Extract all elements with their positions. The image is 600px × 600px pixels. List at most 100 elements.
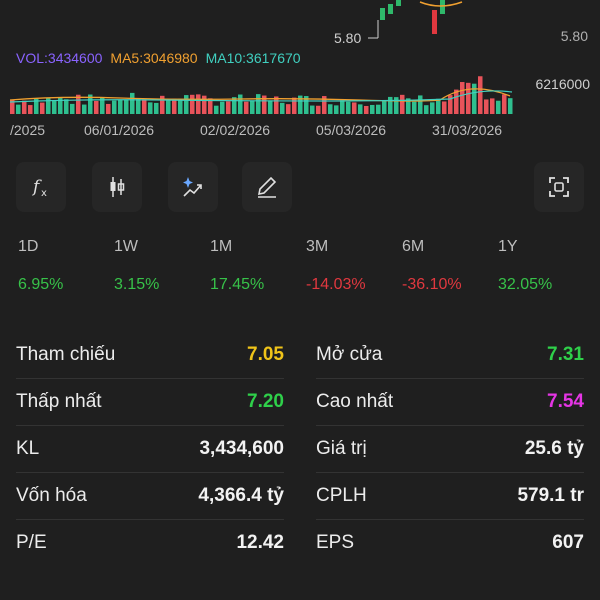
date-label: 06/01/2026 bbox=[84, 122, 155, 138]
stat-label: CPLH bbox=[316, 485, 367, 506]
price-axis-label: 5.80 bbox=[560, 28, 588, 44]
period-tab-1y[interactable]: 1Y bbox=[498, 238, 518, 255]
indicator-button[interactable]: f x bbox=[16, 162, 66, 212]
volume-bar bbox=[40, 102, 45, 114]
volume-bar bbox=[250, 100, 255, 114]
volume-bar bbox=[388, 96, 393, 114]
volume-bar bbox=[22, 100, 27, 114]
change-1d: 6.95% bbox=[18, 276, 64, 293]
volume-bar bbox=[280, 102, 285, 114]
volume-bar bbox=[316, 105, 321, 114]
stat-market-cap: Vốn hóa 4,366.4 tỷ bbox=[16, 473, 284, 520]
volume-bar bbox=[190, 94, 195, 114]
volume-bar bbox=[364, 105, 369, 114]
stat-label: Thấp nhất bbox=[16, 391, 102, 412]
volume-bar bbox=[100, 97, 105, 114]
volume-bar bbox=[400, 94, 405, 114]
volume-bar bbox=[196, 94, 201, 114]
price-candle bbox=[380, 8, 385, 20]
volume-bar bbox=[70, 103, 75, 114]
volume-bar bbox=[226, 101, 231, 114]
volume-bar bbox=[382, 101, 387, 114]
period-tab-3m[interactable]: 3M bbox=[306, 238, 329, 255]
period-tab-1m[interactable]: 1M bbox=[210, 238, 233, 255]
stat-label: EPS bbox=[316, 532, 355, 553]
volume-bar bbox=[94, 100, 99, 114]
stat-volume: KL 3,434,600 bbox=[16, 426, 284, 473]
chart-type-button[interactable] bbox=[92, 162, 142, 212]
period-tab-1w[interactable]: 1W bbox=[114, 238, 138, 255]
stat-low: Thấp nhất 7.20 bbox=[16, 379, 284, 426]
volume-bar bbox=[502, 94, 507, 114]
chart-canvas bbox=[9, 0, 513, 114]
ma5-indicator: MA5:3046980 bbox=[110, 50, 198, 66]
fullscreen-button[interactable] bbox=[534, 162, 584, 212]
volume-bar bbox=[154, 102, 159, 114]
volume-bar bbox=[346, 101, 351, 114]
date-label: 05/03/2026 bbox=[316, 122, 387, 138]
change-1m: 17.45% bbox=[210, 276, 265, 293]
volume-bar bbox=[478, 76, 483, 114]
stat-value: 12.42 bbox=[236, 532, 284, 553]
volume-bar bbox=[214, 105, 219, 114]
stat-value: 7.31 bbox=[547, 344, 584, 365]
volume-bar bbox=[418, 95, 423, 114]
volume-bar bbox=[220, 101, 225, 114]
stat-pe: P/E 12.42 bbox=[16, 520, 284, 566]
stat-label: P/E bbox=[16, 532, 47, 553]
stat-label: Vốn hóa bbox=[16, 485, 87, 506]
volume-bar bbox=[166, 100, 171, 114]
stat-high: Cao nhất 7.54 bbox=[316, 379, 584, 426]
function-icon: f x bbox=[31, 177, 47, 199]
volume-bar bbox=[16, 104, 21, 114]
indicator-legend: VOL:3434600 MA5:3046980 MA10:3617670 bbox=[16, 50, 301, 66]
volume-bar bbox=[58, 97, 63, 114]
pencil-icon bbox=[257, 176, 277, 198]
change-1w: 3.15% bbox=[114, 276, 160, 293]
volume-bar bbox=[430, 102, 435, 114]
date-label: 02/02/2026 bbox=[200, 122, 271, 138]
stat-shares: CPLH 579.1 tr bbox=[316, 473, 584, 520]
volume-bar bbox=[340, 100, 345, 114]
volume-bar bbox=[442, 101, 447, 114]
volume-bar bbox=[10, 100, 15, 114]
volume-bar bbox=[28, 105, 33, 114]
volume-bar bbox=[406, 98, 411, 114]
volume-bar bbox=[64, 99, 69, 114]
volume-bar bbox=[148, 102, 153, 114]
volume-bar bbox=[424, 105, 429, 114]
stat-value: 4,366.4 tỷ bbox=[198, 485, 284, 506]
price-chart[interactable]: 5.80 5.80 VOL:3434600 MA5:3046980 MA10:3… bbox=[0, 0, 600, 150]
volume-bar bbox=[82, 104, 87, 114]
volume-axis-label: 6216000 bbox=[535, 76, 590, 92]
sparkle-chart-icon bbox=[183, 177, 202, 197]
ai-analysis-button[interactable] bbox=[168, 162, 218, 212]
period-tab-6m[interactable]: 6M bbox=[402, 238, 425, 255]
stat-value: 579.1 tr bbox=[517, 485, 584, 506]
volume-bar bbox=[268, 100, 273, 114]
stat-value: 7.54 bbox=[547, 391, 584, 412]
stat-value: 607 bbox=[552, 532, 584, 553]
volume-bar bbox=[202, 95, 207, 114]
volume-ma10-line bbox=[9, 90, 513, 103]
volume-bar bbox=[52, 100, 57, 114]
volume-bar bbox=[298, 95, 303, 114]
period-tab-1d[interactable]: 1D bbox=[18, 238, 39, 255]
volume-bar bbox=[46, 98, 51, 114]
price-candle bbox=[440, 0, 445, 14]
draw-button[interactable] bbox=[242, 162, 292, 212]
svg-text:x: x bbox=[41, 188, 47, 199]
volume-bar bbox=[208, 98, 213, 114]
volume-bar bbox=[244, 101, 249, 114]
volume-bar bbox=[106, 103, 111, 114]
volume-bar bbox=[334, 105, 339, 114]
volume-bar bbox=[352, 102, 357, 114]
stat-value: 25.6 tỷ bbox=[524, 438, 584, 459]
volume-bar bbox=[262, 95, 267, 114]
stat-label: Giá trị bbox=[316, 438, 367, 459]
price-candle bbox=[432, 10, 437, 34]
volume-bar bbox=[394, 97, 399, 114]
stat-trade-value: Giá trị 25.6 tỷ bbox=[316, 426, 584, 473]
stat-label: Mở cửa bbox=[316, 344, 383, 365]
volume-bar bbox=[232, 97, 237, 114]
